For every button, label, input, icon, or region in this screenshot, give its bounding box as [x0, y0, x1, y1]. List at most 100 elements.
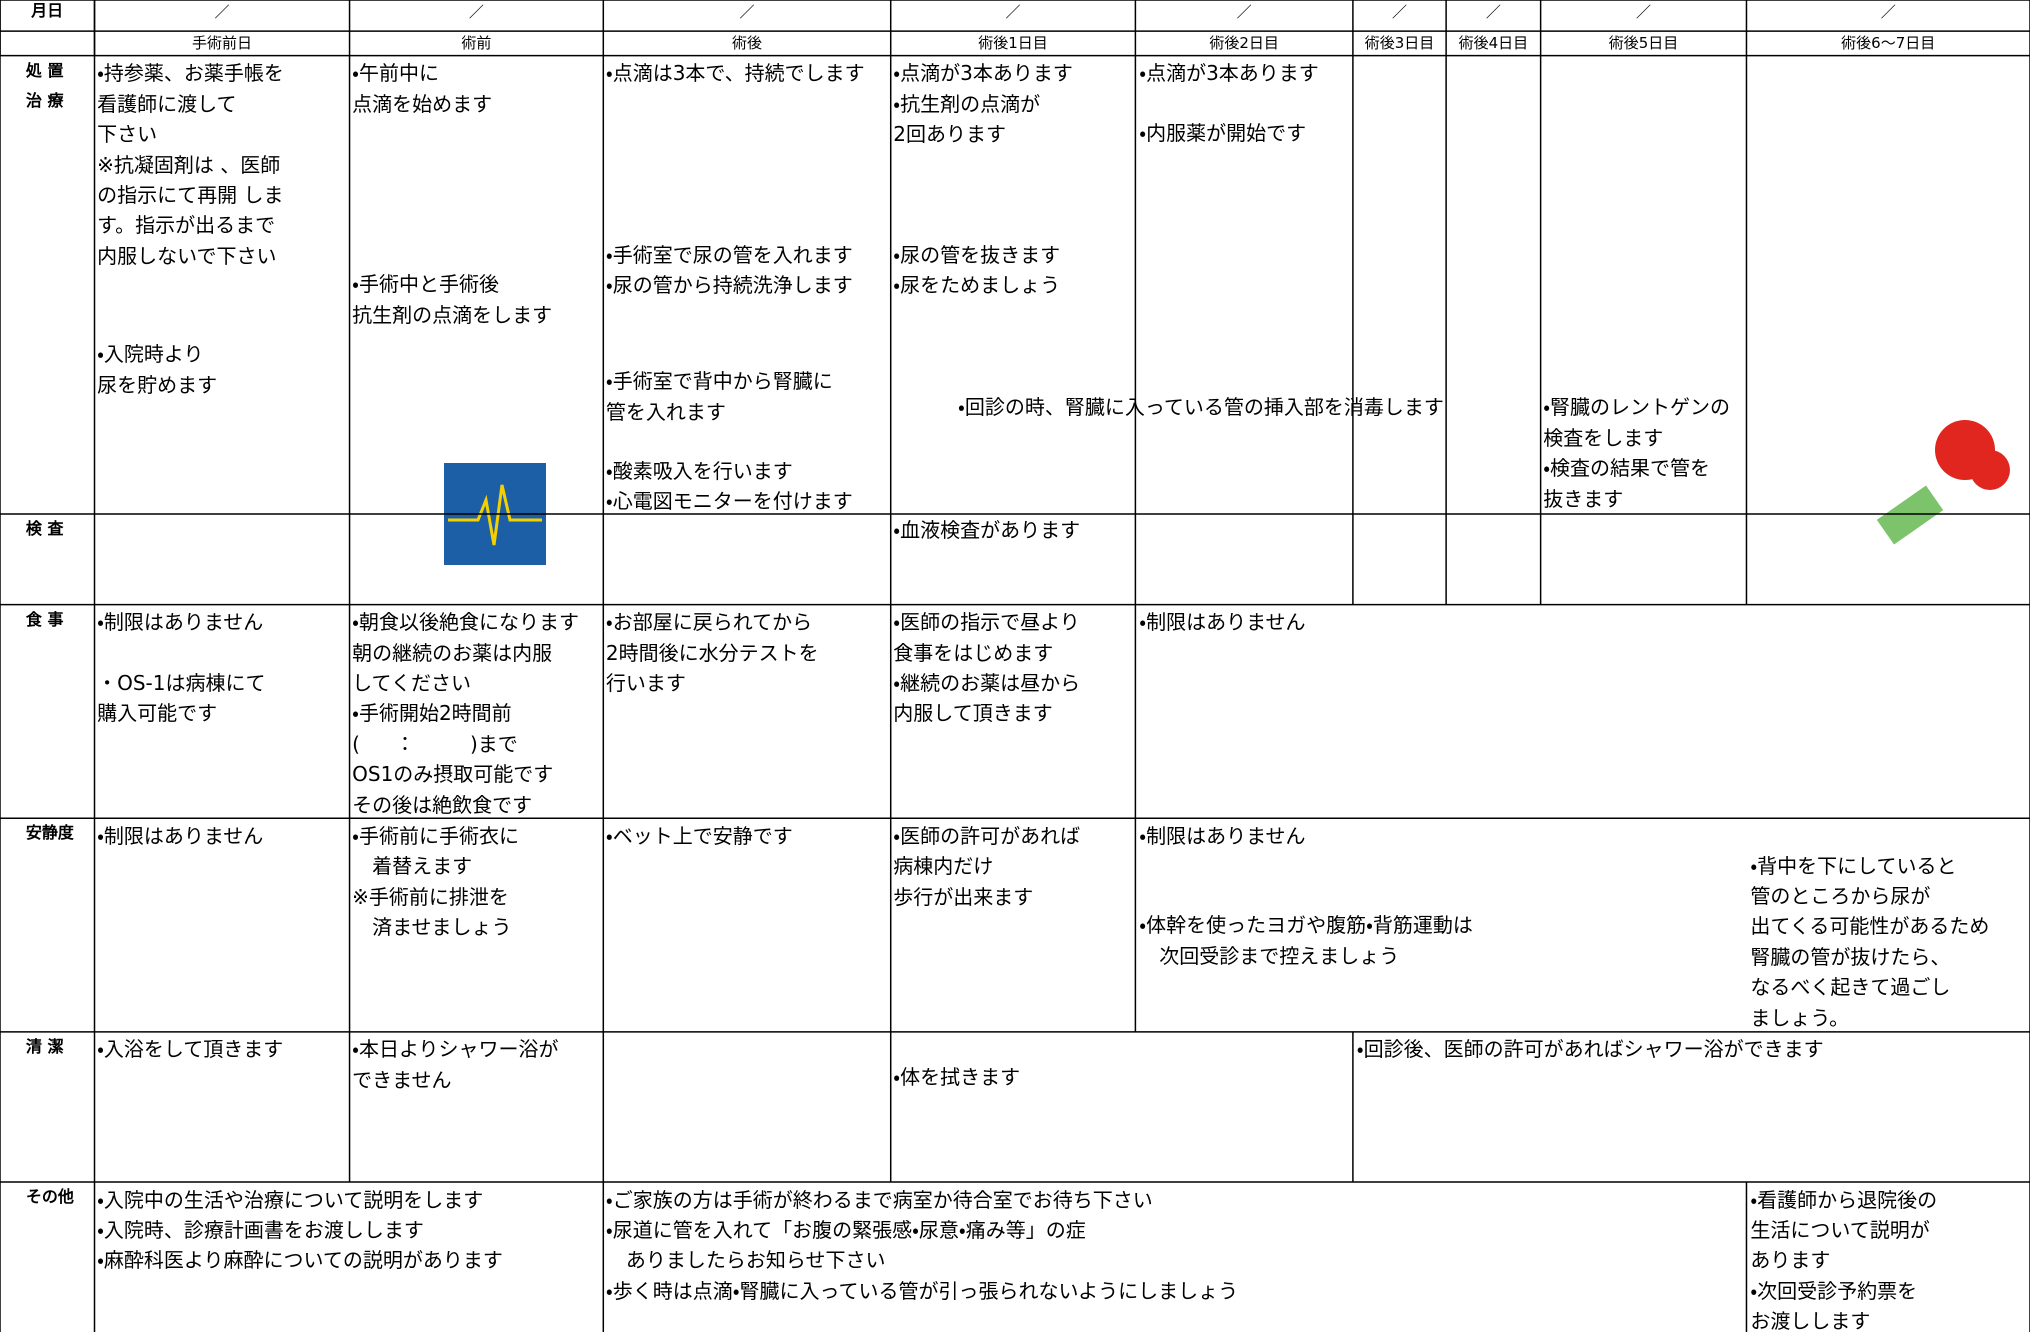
cell-text: ・酸素吸入を行います [605, 458, 793, 483]
row-label: 処 置 [25, 60, 64, 80]
cell-text: ・抗生剤の点滴が [893, 91, 1041, 116]
cell-text: その後は絶飲食です [352, 792, 533, 817]
column-header: 術後6〜7日目 [1841, 34, 1936, 53]
row-label: その他 [25, 1187, 74, 1206]
column-header: 術後5日目 [1608, 34, 1679, 53]
cell-text: ・血液検査があります [893, 518, 1081, 543]
cell-text: ・点滴は3本で、持続でします [605, 61, 865, 86]
cell-text: ・継続のお薬は昼から [893, 671, 1081, 696]
cell-text: してください [352, 671, 471, 696]
row-label: 清 潔 [25, 1036, 64, 1056]
cell-text: 2時間後に水分テストを [605, 640, 819, 665]
cell-text: お渡しします [1750, 1309, 1871, 1334]
cell-text: ・尿道に管を入れて「お腹の緊張感・尿意・痛み等」の症 [605, 1218, 1086, 1243]
cell-text: あります [1750, 1248, 1831, 1273]
cell-text: 購入可能です [97, 701, 218, 726]
cell-text: なるべく起きて過ごし [1750, 975, 1951, 1000]
cell-text: 内服して頂きます [893, 701, 1053, 726]
cell-text: ・医師の許可があれば [893, 823, 1081, 848]
cell-text: の指示にて再開 しま [97, 182, 284, 207]
cell-text: 管を入れます [605, 399, 726, 424]
column-header: 術後2日目 [1209, 34, 1279, 53]
cell-text: できません [352, 1067, 452, 1092]
cell-text: ・医師の指示で昼より [893, 610, 1080, 635]
cell-text: ・心電図モニターを付けます [605, 489, 853, 514]
cell-text: ・体幹を使ったヨガや腹筋・背筋運動は [1139, 913, 1473, 938]
cell-text: ・ご家族の方は手術が終わるまで病室か待合室でお待ち下さい [605, 1187, 1153, 1212]
date-mark: ／ [1485, 3, 1501, 21]
column-header: 術後 [731, 34, 762, 53]
date-mark: ／ [214, 3, 230, 21]
column-header: 術後4日目 [1458, 34, 1529, 53]
cell-text: ・朝食以後絶食になります [352, 610, 579, 635]
cell-text: ・入院中の生活や治療について説明をします [97, 1187, 484, 1212]
cell-text: 着替えます [352, 854, 473, 879]
cell-text: 看護師に渡して [97, 91, 237, 116]
row-label: 治 療 [25, 91, 64, 111]
cell-text: 腎臓の管が抜けたら、 [1750, 944, 1951, 969]
cell-text: ・歩く時は点滴・腎臓に入っている管が引っ張られないようにしましょう [605, 1278, 1239, 1303]
row-label: 安静度 [25, 823, 74, 843]
date-mark: ／ [1005, 3, 1021, 21]
cell-text: ・腎臓のレントゲンの [1543, 395, 1731, 420]
cell-text: ありましたらお知らせ下さい [605, 1248, 886, 1273]
cell-text: 済ませましょう [352, 915, 512, 940]
cell-text: 生活について説明が [1750, 1218, 1930, 1243]
cell-text: 抜きます [1543, 486, 1624, 511]
cell-text: ・OS-1は病棟にて [97, 671, 266, 696]
cell-text: ・手術室で背中から腎臓に [605, 369, 833, 394]
cell-text: 点滴を始めます [352, 91, 493, 116]
cell-text: 食事をはじめます [893, 640, 1054, 665]
cell-text: ・回診の時、腎臓に入っている管の挿入部を消毒します [958, 395, 1444, 420]
date-mark: ／ [739, 3, 755, 21]
cell-text: 管のところから尿が [1750, 884, 1931, 908]
cell-text: ・制限はありません [97, 823, 264, 848]
date-mark: ／ [468, 3, 484, 21]
cell-text: ・入院時、診療計画書をお渡しします [97, 1218, 424, 1243]
column-header: 術前 [461, 34, 492, 53]
row-label: 食 事 [25, 609, 64, 629]
cell-text: ・検査の結果で管を [1543, 456, 1711, 481]
cell-text: ・点滴が3本あります [1139, 61, 1319, 86]
cell-text: ・持参薬、お薬手帳を [97, 61, 284, 86]
cell-text: ・尿の管を抜きます [893, 242, 1061, 267]
date-mark: ／ [1391, 3, 1407, 21]
cell-text: ※抗凝固剤は 、医師 [97, 152, 281, 177]
cell-text: ・ベット上で安静です [605, 823, 793, 848]
cell-text: 2回あります [893, 122, 1007, 147]
cell-text: ・入院時より [97, 342, 204, 367]
column-header: 手術前日 [192, 34, 253, 53]
cell-text: 尿を貯めます [97, 372, 218, 397]
cell-text: す。指示が出るまで [97, 213, 276, 238]
cell-text: ・看護師から退院後の [1750, 1187, 1938, 1212]
cell-text: 行います [605, 671, 686, 696]
cell-text: ・手術前に手術衣に [352, 823, 519, 848]
flower-icon [1876, 420, 2010, 545]
cell-text: ・制限はありません [1139, 610, 1306, 635]
cell-text: ・手術開始2時間前 [352, 701, 512, 726]
cell-text: ・本日よりシャワー浴が [352, 1037, 559, 1062]
cell-text: 内服しないで下さい [97, 243, 277, 268]
cell-text: ・次回受診予約票を [1750, 1278, 1918, 1303]
column-header: 術後1日目 [978, 34, 1048, 53]
cell-text: 歩行が出来ます [893, 884, 1034, 909]
cell-text: OS1のみ摂取可能です [352, 762, 554, 787]
cell-text: 次回受診まで控えましょう [1139, 943, 1400, 968]
cell-text: ・背中を下にしていると [1750, 853, 1957, 878]
cell-text: 病棟内だけ [893, 854, 994, 879]
column-header: 術後3日目 [1364, 34, 1435, 53]
cell-text: ・手術中と手術後 [352, 272, 499, 297]
cell-text: ・午前中に [352, 61, 439, 86]
cell-text: ( ： )まで [352, 731, 518, 756]
cell-text: ましょう。 [1750, 1005, 1850, 1030]
date-mark: ／ [1236, 3, 1252, 21]
cell-text: 朝の継続のお薬は内服 [352, 640, 553, 665]
cell-text: ※手術前に排泄を [352, 884, 509, 909]
cell-text: 下さい [97, 122, 158, 147]
date-mark: ／ [1636, 3, 1652, 21]
row-label: 検 査 [25, 518, 64, 538]
cell-text: ・点滴が3本あります [893, 61, 1073, 86]
cell-text: ・麻酔科医より麻酔についての説明があります [97, 1248, 503, 1273]
